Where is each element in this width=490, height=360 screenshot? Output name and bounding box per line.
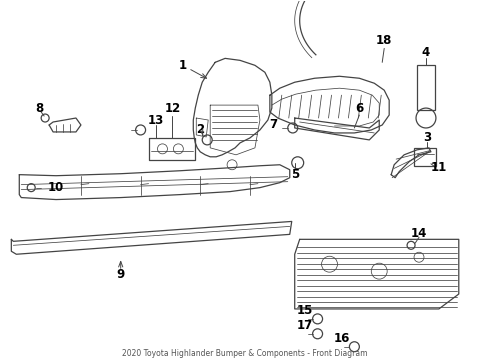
- Text: 17: 17: [296, 319, 313, 332]
- Text: 12: 12: [164, 102, 180, 114]
- Text: 11: 11: [431, 161, 447, 174]
- Bar: [417, 65, 435, 110]
- Bar: [414, 148, 436, 166]
- Text: 2020 Toyota Highlander Bumper & Components - Front Diagram: 2020 Toyota Highlander Bumper & Componen…: [122, 349, 368, 358]
- Text: 3: 3: [423, 131, 431, 144]
- Text: 6: 6: [355, 102, 364, 114]
- Text: 5: 5: [291, 168, 299, 181]
- Text: 9: 9: [117, 267, 125, 281]
- Text: 2: 2: [196, 123, 204, 136]
- Text: 10: 10: [48, 181, 64, 194]
- Text: 1: 1: [178, 59, 186, 72]
- Text: 15: 15: [296, 305, 313, 318]
- Text: 13: 13: [147, 113, 164, 126]
- Text: 7: 7: [269, 118, 277, 131]
- Text: 8: 8: [35, 102, 43, 114]
- Text: 18: 18: [376, 34, 392, 47]
- Text: 4: 4: [422, 46, 430, 59]
- Text: 14: 14: [411, 227, 427, 240]
- Text: 16: 16: [333, 332, 350, 345]
